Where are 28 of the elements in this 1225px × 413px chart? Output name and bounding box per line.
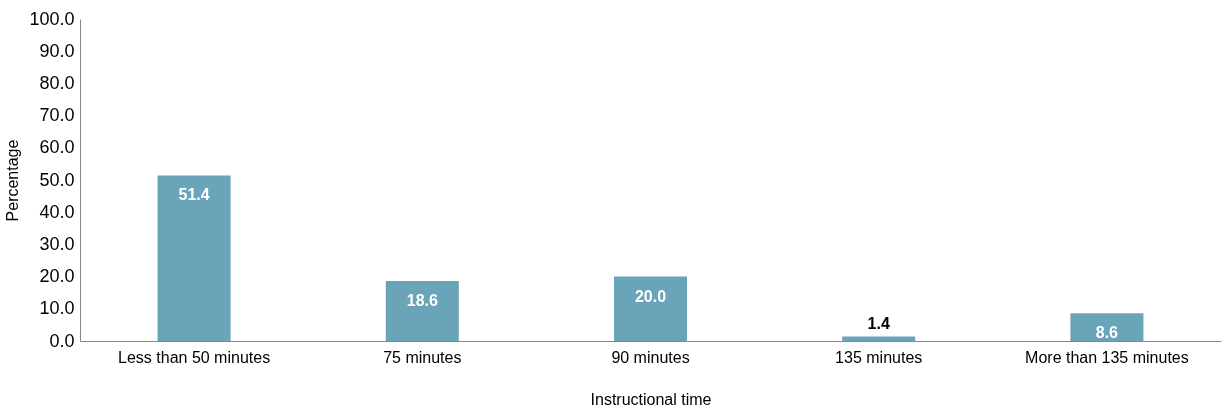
y-tick-label: 30.0 <box>39 233 75 254</box>
bar <box>157 175 231 341</box>
y-tick-label: 10.0 <box>39 298 75 319</box>
bar <box>613 276 688 341</box>
bar <box>842 336 916 341</box>
data-label: 1.4 <box>867 315 890 333</box>
x-tick-label: 90 minutes <box>611 348 690 366</box>
data-label: 18.6 <box>406 292 438 310</box>
y-tick-label: 50.0 <box>39 169 75 190</box>
y-tick-label: 40.0 <box>39 201 75 222</box>
bar <box>1070 313 1144 341</box>
y-tick-label: 0.0 <box>49 330 75 351</box>
y-tick-label: 60.0 <box>39 137 75 158</box>
y-tick-label: 100.0 <box>29 8 75 29</box>
data-label: 8.6 <box>1095 324 1119 342</box>
y-tick-label: 70.0 <box>39 105 75 126</box>
y-axis-title: Percentage <box>4 139 22 222</box>
x-axis-title: Instructional time <box>590 390 712 408</box>
x-tick-label: Less than 50 minutes <box>118 348 271 366</box>
bar <box>385 281 459 341</box>
x-tick-label: 135 minutes <box>835 348 923 366</box>
data-label: 51.4 <box>178 186 210 204</box>
x-tick-label: 75 minutes <box>383 348 462 366</box>
y-tick-label: 80.0 <box>39 72 75 93</box>
y-tick-label: 90.0 <box>39 40 75 61</box>
y-tick-label: 20.0 <box>39 266 75 287</box>
data-label: 20.0 <box>634 287 667 305</box>
x-tick-label: More than 135 minutes <box>1025 348 1189 366</box>
